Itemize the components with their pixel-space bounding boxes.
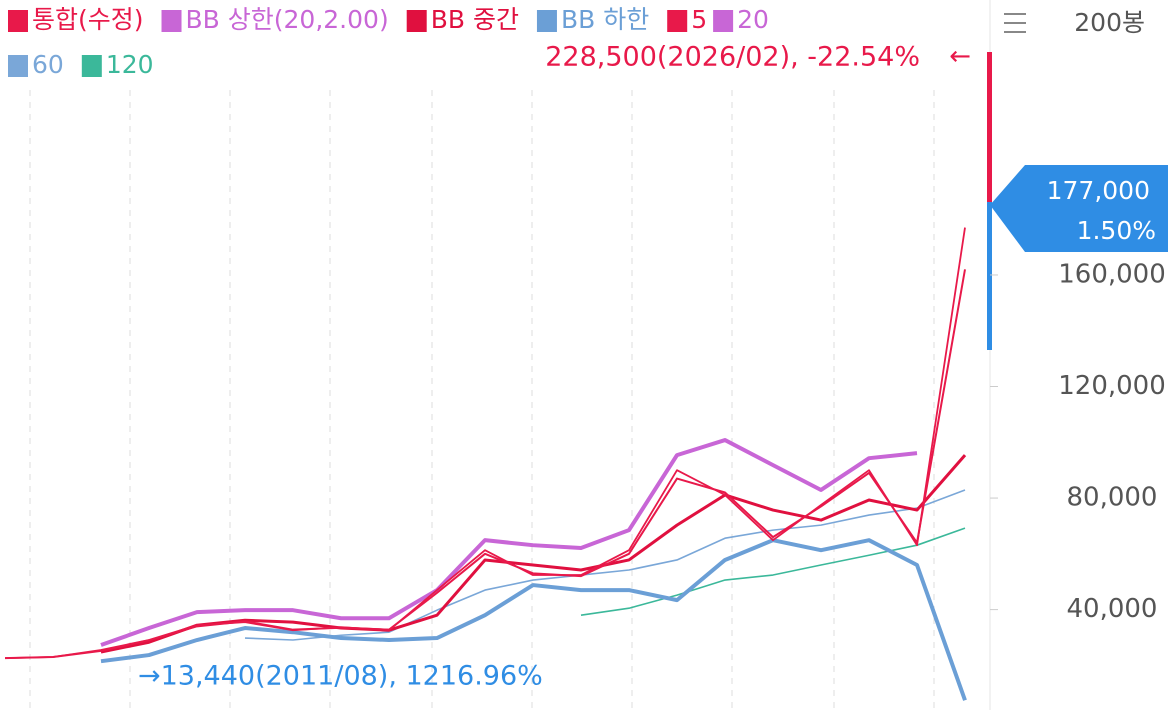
- price-change: 1.50%: [1077, 216, 1156, 245]
- menu-icon[interactable]: [1004, 13, 1026, 33]
- legend-label: BB 하한: [561, 5, 649, 34]
- series-line: [244, 489, 966, 641]
- series-line: [100, 438, 918, 647]
- series-line: [4, 269, 966, 660]
- y-tick-label: 80,000: [1067, 483, 1158, 513]
- low-annotation: →13,440(2011/08), 1216.96%: [138, 661, 543, 692]
- series-line: [580, 527, 966, 616]
- legend-label: 20: [737, 5, 769, 34]
- price-tag: [990, 165, 1168, 252]
- price-label: 177,000: [1047, 176, 1150, 205]
- y-tick-label: 120,000: [1058, 371, 1166, 401]
- legend-swatch: [406, 10, 427, 32]
- series-line: [100, 454, 967, 654]
- range-bar-down: [987, 202, 992, 350]
- legend-swatch: [81, 55, 102, 77]
- legend-label: 120: [106, 50, 154, 79]
- legend-swatch: [713, 10, 734, 32]
- series-line: [100, 538, 967, 701]
- legend-swatch: [667, 10, 688, 32]
- range-bar-up: [987, 52, 992, 202]
- legend-swatch: [536, 10, 557, 32]
- legend-label: 60: [32, 50, 64, 79]
- legend-swatch: [8, 55, 28, 77]
- legend-swatch: [161, 10, 182, 32]
- legend-label: BB 중간: [431, 5, 519, 34]
- high-annotation: 228,500(2026/02), -22.54%: [545, 42, 920, 73]
- series-line: [4, 227, 966, 660]
- period-label[interactable]: 200봉: [1074, 8, 1145, 37]
- legend-label: 5: [691, 5, 707, 34]
- legend-label: 통합(수정): [32, 5, 144, 34]
- legend-label: BB 상한(20,2.00): [186, 5, 389, 34]
- high-arrow: ←: [949, 42, 971, 72]
- y-tick-label: 40,000: [1067, 594, 1158, 624]
- y-tick-label: 160,000: [1058, 259, 1166, 289]
- legend-swatch: [8, 10, 28, 32]
